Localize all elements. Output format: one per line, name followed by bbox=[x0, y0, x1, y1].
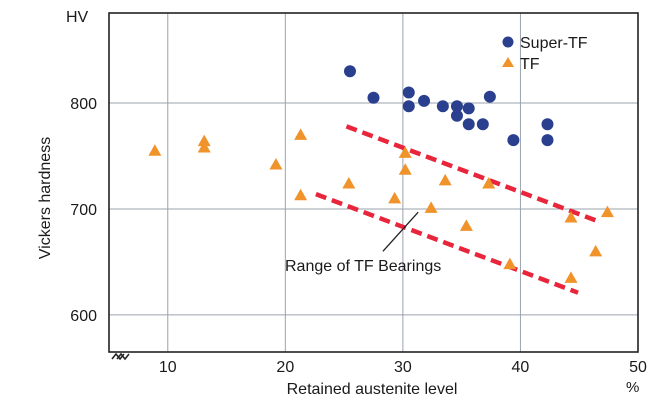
point-super-tf bbox=[507, 134, 520, 147]
point-super-tf bbox=[402, 86, 415, 99]
point-tf bbox=[482, 177, 496, 189]
x-tick-label: 40 bbox=[512, 359, 530, 376]
x-tick-labels: 10 20 30 40 50 bbox=[159, 359, 647, 376]
point-tf bbox=[342, 177, 356, 189]
point-tf bbox=[589, 244, 603, 257]
point-super-tf bbox=[462, 118, 475, 131]
point-tf bbox=[398, 163, 412, 175]
range-band-label: Range of TF Bearings bbox=[285, 258, 441, 275]
point-super-tf bbox=[476, 118, 489, 131]
point-tf bbox=[564, 271, 578, 283]
point-tf bbox=[398, 146, 412, 158]
axis-break-stroke bbox=[111, 352, 125, 361]
legend: Super-TF TF bbox=[502, 35, 588, 73]
x-axis-title: Retained austenite level bbox=[287, 381, 458, 398]
range-band-lower-line bbox=[315, 192, 579, 295]
point-super-tf bbox=[418, 94, 431, 107]
point-tf bbox=[294, 128, 308, 140]
point-tf bbox=[197, 141, 211, 153]
point-tf bbox=[600, 205, 614, 218]
x-tick-label: 50 bbox=[629, 359, 647, 376]
plot-frame bbox=[108, 12, 639, 353]
point-super-tf bbox=[402, 100, 415, 113]
y-axis-title: Vickers hardness bbox=[37, 137, 54, 259]
point-super-tf bbox=[450, 109, 463, 122]
point-super-tf bbox=[343, 65, 356, 78]
range-band-upper-line bbox=[345, 124, 601, 224]
x-unit-label: % bbox=[626, 379, 639, 396]
legend-label-tf: TF bbox=[520, 56, 540, 73]
axes bbox=[108, 12, 639, 361]
axis-break-stroke bbox=[116, 352, 130, 361]
y-tick-label: 700 bbox=[70, 202, 97, 219]
range-band-pointer bbox=[382, 211, 419, 252]
data-points bbox=[148, 65, 614, 283]
point-super-tf bbox=[436, 100, 449, 113]
point-super-tf bbox=[462, 102, 475, 115]
point-super-tf bbox=[541, 118, 554, 131]
y-tick-label: 600 bbox=[70, 308, 97, 325]
x-tick-label: 10 bbox=[159, 359, 177, 376]
x-tick-label: 20 bbox=[276, 359, 294, 376]
y-tick-label: 800 bbox=[70, 96, 97, 113]
point-tf bbox=[564, 210, 578, 223]
point-tf bbox=[294, 188, 308, 201]
legend-label-super-tf: Super-TF bbox=[520, 35, 588, 52]
grid bbox=[109, 13, 638, 352]
y-unit-label: HV bbox=[66, 9, 89, 26]
point-super-tf bbox=[450, 100, 463, 113]
point-tf bbox=[459, 219, 473, 231]
range-band bbox=[315, 124, 601, 295]
point-tf bbox=[388, 191, 402, 204]
x-tick-label: 30 bbox=[394, 359, 412, 376]
point-tf bbox=[438, 173, 452, 186]
y-tick-labels: 600 700 800 bbox=[70, 96, 97, 325]
point-tf bbox=[269, 157, 283, 170]
point-tf bbox=[148, 144, 162, 156]
point-super-tf bbox=[541, 134, 554, 147]
point-super-tf bbox=[367, 91, 380, 104]
point-tf bbox=[197, 134, 211, 147]
legend-marker-super-tf bbox=[502, 36, 514, 48]
point-tf bbox=[503, 257, 517, 270]
point-tf bbox=[424, 201, 438, 213]
point-super-tf bbox=[483, 90, 496, 103]
axis-break-marker bbox=[111, 352, 130, 361]
legend-marker-tf bbox=[502, 57, 514, 67]
